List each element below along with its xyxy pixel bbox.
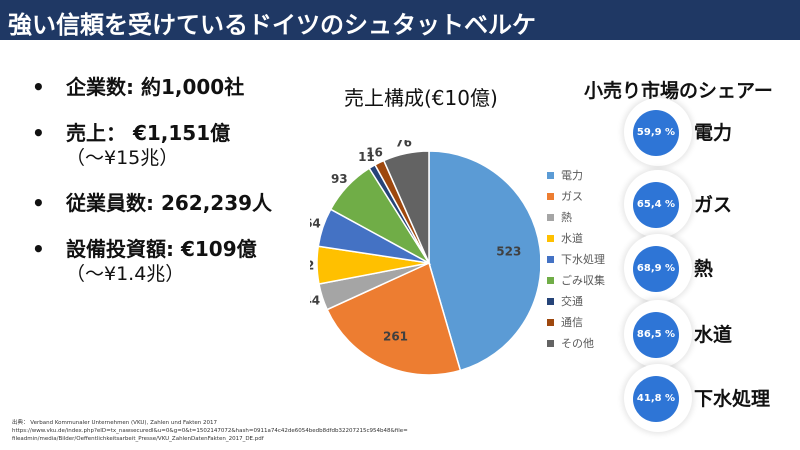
legend-swatch: [547, 340, 554, 347]
legend-item: ガス: [547, 186, 605, 207]
source-line: fileadmin/media/Bilder/Oeffentlichkeitsa…: [12, 436, 264, 442]
share-label: 下水処理: [694, 388, 771, 410]
legend-label: 熱: [561, 211, 572, 224]
fact-sub: （～¥1.4兆）: [66, 263, 185, 285]
pie-data-label: 523: [496, 245, 521, 259]
title-bar: 強い信頼を受けているドイツのシュタットベルケ: [0, 0, 800, 40]
bullet-icon: •: [32, 237, 45, 261]
share-disc: [633, 376, 679, 422]
share-value: 59,9 %: [636, 127, 676, 138]
pie-slice: [382, 150, 430, 264]
fact-item: • 従業員数: 262,239人: [32, 190, 322, 216]
share-disc: [633, 312, 679, 358]
pie-data-label: 261: [383, 329, 408, 343]
pie-data-label: 64: [310, 217, 321, 231]
pie-data-label: 62: [310, 258, 314, 272]
legend-label: ごみ収集: [561, 274, 605, 287]
share-disc: [633, 110, 679, 156]
pie-data-label: 11: [358, 150, 375, 164]
pie-data-label: 44: [310, 293, 320, 307]
legend-item: 下水処理: [547, 249, 605, 270]
share-label: ガス: [694, 194, 733, 216]
legend-swatch: [547, 214, 554, 221]
legend-swatch: [547, 298, 554, 305]
legend-item: 通信: [547, 312, 605, 333]
legend-swatch: [547, 277, 554, 284]
chart-legend: 電力ガス熱水道下水処理ごみ収集交通通信その他: [547, 165, 605, 354]
legend-swatch: [547, 193, 554, 200]
legend-label: 下水処理: [561, 253, 605, 266]
legend-swatch: [547, 319, 554, 326]
fact-label: 従業員数: 262,239人: [66, 191, 273, 215]
legend-item: その他: [547, 333, 605, 354]
bullet-icon: •: [32, 75, 45, 99]
legend-item: 交通: [547, 291, 605, 312]
fact-label: 設備投資額: €109億: [66, 237, 257, 261]
share-value: 41,8 %: [636, 393, 676, 404]
legend-item: 熱: [547, 207, 605, 228]
legend-swatch: [547, 172, 554, 179]
pie-data-label: 93: [331, 172, 348, 186]
bullet-icon: •: [32, 121, 45, 145]
source-citation: 出典： Verband Kommunaler Unternehmen (VKU)…: [12, 419, 572, 443]
page-title: 強い信頼を受けているドイツのシュタットベルケ: [8, 11, 536, 39]
pie-data-label: 16: [366, 146, 383, 160]
share-value: 65,4 %: [636, 199, 676, 210]
legend-swatch: [547, 256, 554, 263]
share-value: 86,5 %: [636, 329, 676, 340]
facts-list: • 企業数: 約1,000社 • 売上： €1,151億 （～¥15兆） • 従…: [32, 74, 322, 306]
legend-label: 交通: [561, 295, 583, 308]
fact-sub: （～¥15兆）: [66, 147, 179, 169]
fact-label: 売上： €1,151億: [66, 121, 231, 145]
legend-item: ごみ収集: [547, 270, 605, 291]
legend-label: ガス: [561, 190, 583, 203]
legend-label: その他: [561, 337, 594, 350]
source-line: 出典： Verband Kommunaler Unternehmen (VKU)…: [12, 420, 218, 426]
share-label: 熱: [694, 258, 714, 280]
fact-label: 企業数: 約1,000社: [66, 75, 245, 99]
share-label: 電力: [694, 122, 733, 144]
legend-label: 電力: [561, 169, 583, 182]
legend-item: 電力: [547, 165, 605, 186]
legend-label: 通信: [561, 316, 583, 329]
pie-slice: [428, 150, 540, 372]
source-line: https://www.vku.de/index.php?eID=tx_naws…: [12, 428, 408, 434]
fact-item: • 企業数: 約1,000社: [32, 74, 322, 100]
share-value: 68,9 %: [636, 263, 676, 274]
market-share-title: 小売り市場のシェアー: [584, 80, 773, 102]
chart-title: 売上構成(€10億): [344, 86, 498, 110]
share-label: 水道: [694, 324, 733, 346]
pie-data-label: 76: [395, 140, 412, 150]
pie-slice: [326, 261, 462, 376]
pie-slices: [316, 150, 540, 376]
share-disc: [633, 246, 679, 292]
legend-label: 水道: [561, 232, 583, 245]
fact-item: • 売上： €1,151億 （～¥15兆）: [32, 120, 322, 170]
bullet-icon: •: [32, 191, 45, 215]
share-disc: [633, 182, 679, 228]
legend-item: 水道: [547, 228, 605, 249]
fact-item: • 設備投資額: €109億 （～¥1.4兆）: [32, 236, 322, 286]
legend-swatch: [547, 235, 554, 242]
